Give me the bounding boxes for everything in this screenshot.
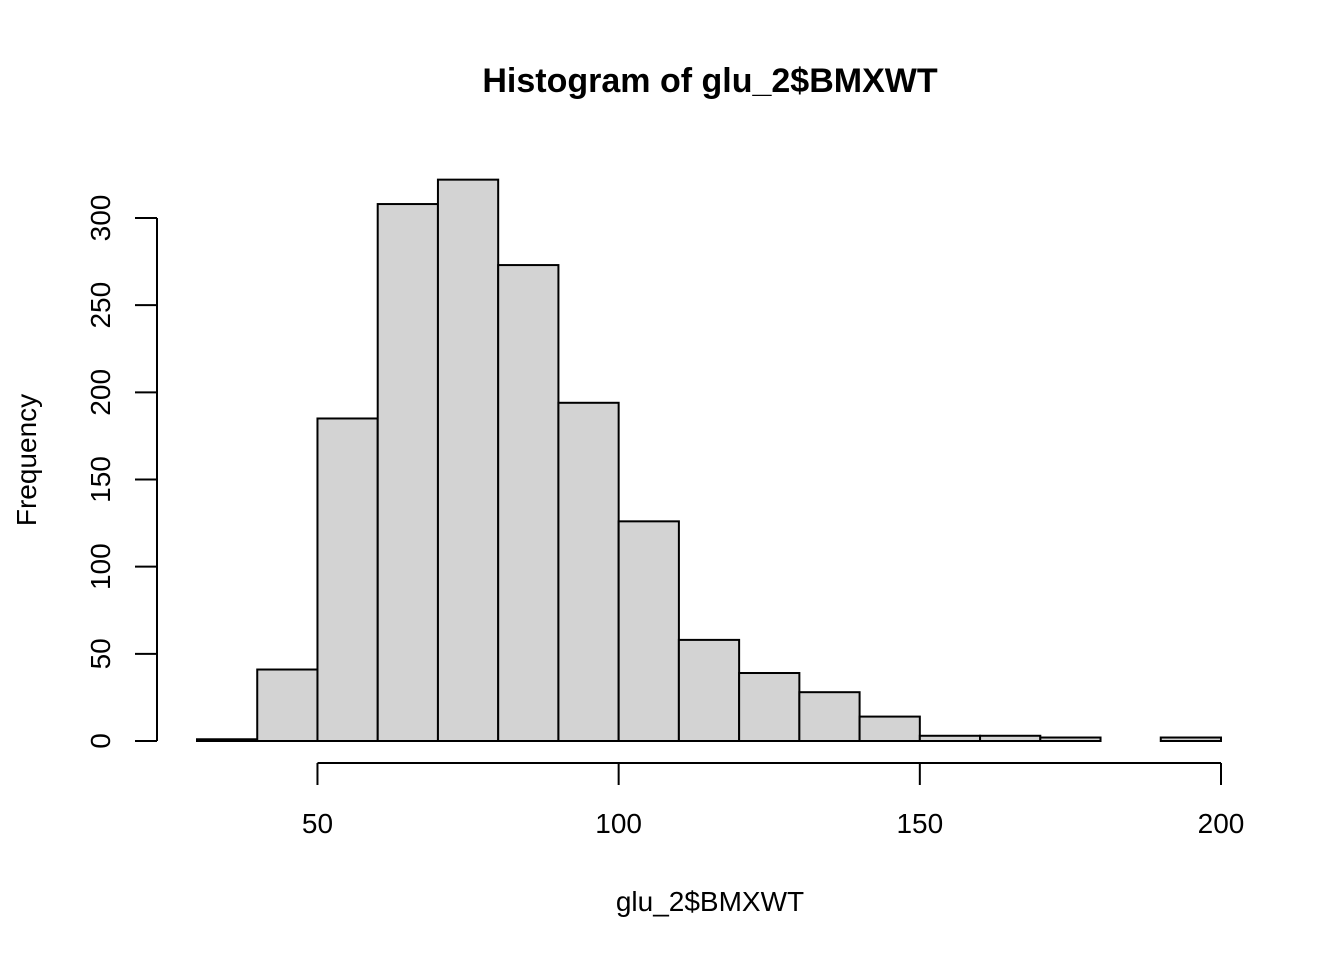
y-axis: 0 50 100 150 200 250 300 bbox=[85, 195, 158, 749]
y-tick-label-0: 0 bbox=[85, 733, 116, 749]
y-tick-label-50: 50 bbox=[85, 638, 116, 669]
chart-title: Histogram of glu_2$BMXWT bbox=[482, 62, 937, 100]
histogram-bar-50-60 bbox=[316, 417, 379, 742]
histogram-bar-120-130 bbox=[738, 672, 801, 743]
y-tick-label-250: 250 bbox=[85, 282, 116, 329]
histogram-bar-70-80 bbox=[436, 178, 500, 742]
histogram-bar-110-120 bbox=[677, 638, 741, 743]
x-axis: 50 100 150 200 bbox=[302, 762, 1245, 839]
y-tick-label-100: 100 bbox=[85, 543, 116, 590]
bars-group bbox=[196, 178, 1223, 743]
histogram-bar-130-140 bbox=[798, 691, 861, 743]
histogram-bar-40-50 bbox=[256, 668, 319, 743]
histogram-bar-60-70 bbox=[376, 203, 439, 743]
x-tick-label-100: 100 bbox=[595, 808, 642, 839]
histogram-bar-160-170 bbox=[979, 734, 1042, 743]
histogram-bar-90-100 bbox=[557, 401, 620, 742]
histogram-bar-80-90 bbox=[497, 264, 560, 742]
y-tick-label-300: 300 bbox=[85, 195, 116, 242]
x-tick-label-150: 150 bbox=[896, 808, 943, 839]
histogram-bar-30-40 bbox=[196, 738, 259, 743]
x-axis-label: glu_2$BMXWT bbox=[616, 886, 804, 917]
histogram-bar-170-180 bbox=[1039, 736, 1102, 743]
y-axis-label: Frequency bbox=[11, 394, 42, 526]
x-tick-label-50: 50 bbox=[302, 808, 333, 839]
y-tick-label-200: 200 bbox=[85, 369, 116, 416]
histogram-bar-150-160 bbox=[918, 734, 982, 743]
histogram-bar-140-150 bbox=[858, 715, 921, 743]
histogram-bar-100-110 bbox=[617, 520, 680, 743]
histogram-bar-190-200 bbox=[1159, 736, 1223, 743]
y-tick-label-150: 150 bbox=[85, 456, 116, 503]
x-tick-label-200: 200 bbox=[1198, 808, 1245, 839]
